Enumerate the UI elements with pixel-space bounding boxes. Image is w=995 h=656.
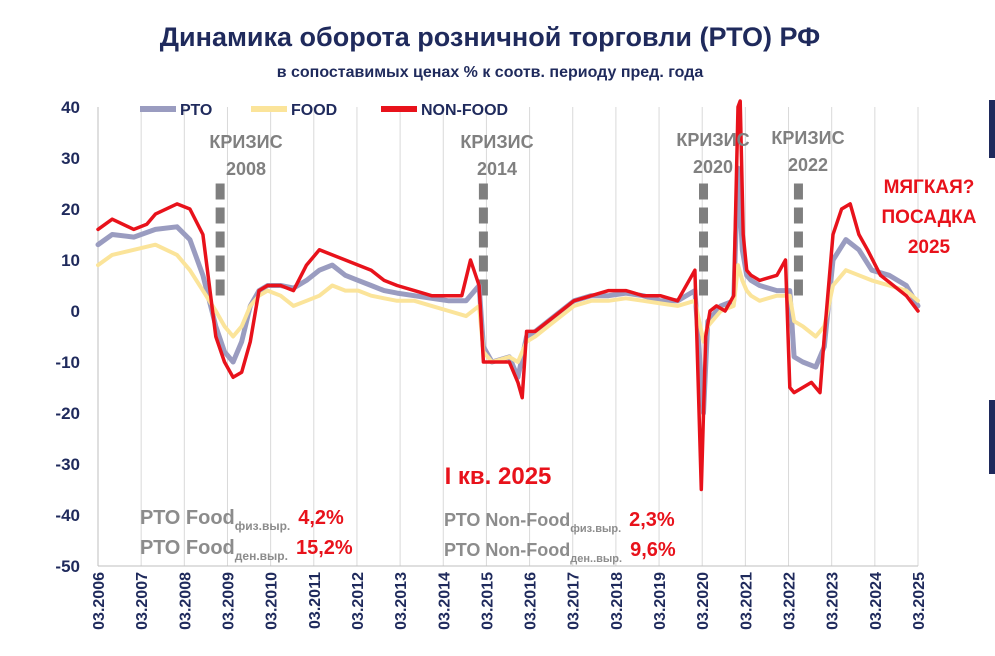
nonfood-money-label: РТО Non-Food: [444, 540, 570, 560]
food-phys-stat: РТО Foodфиз.выр. 4,2%: [140, 507, 344, 533]
crisis-2022-label: КРИЗИС: [771, 128, 844, 148]
crisis-2008-year: 2008: [226, 159, 266, 179]
x-tick-label: 03.2024: [868, 572, 885, 630]
x-tick-label: 03.2014: [436, 572, 453, 630]
nonfood-money-value: 9,6%: [630, 539, 676, 561]
nonfood-phys-value: 2,3%: [629, 509, 675, 531]
food-money-label: РТО Food: [140, 537, 235, 559]
legend-label-food: FOOD: [291, 102, 337, 119]
crisis-2008-label: КРИЗИС: [209, 132, 282, 152]
x-tick-label: 03.2015: [479, 572, 496, 630]
crisis-labels: КРИЗИС 2008 КРИЗИС 2014 КРИЗИС 2020 КРИЗ…: [209, 128, 844, 179]
crisis-2022-year: 2022: [788, 155, 828, 175]
x-tick-label: 03.2018: [609, 572, 626, 630]
y-tick-label: -30: [55, 455, 80, 474]
soft-landing-line3: 2025: [908, 237, 951, 258]
food-money-value: 15,2%: [296, 537, 353, 559]
y-axis-ticks: 40 30 20 10 0 -10 -20 -30 -40 -50: [55, 98, 80, 576]
x-tick-label: 03.2021: [738, 572, 755, 630]
soft-landing-annotation: МЯГКАЯ? ПОСАДКА 2025: [882, 177, 977, 258]
nonfood-phys-label: РТО Non-Food: [444, 510, 570, 530]
x-tick-label: 03.2008: [177, 572, 194, 630]
food-phys-sub: физ.выр.: [235, 519, 290, 533]
y-tick-label: 10: [61, 251, 80, 270]
x-tick-label: 03.2022: [782, 572, 799, 630]
side-decoration-top: [989, 100, 995, 158]
y-tick-label: 0: [71, 302, 80, 321]
food-phys-label: РТО Food: [140, 507, 235, 529]
y-tick-label: 40: [61, 98, 80, 117]
crisis-2014-label: КРИЗИС: [460, 132, 533, 152]
y-tick-label: -40: [55, 506, 80, 525]
x-tick-label: 03.2019: [652, 572, 669, 630]
x-tick-label: 03.2016: [523, 572, 540, 630]
x-axis-ticks: 03.2006 03.2007 03.2008 03.2009 03.2010 03.20…: [91, 572, 928, 630]
crisis-markers: [215, 183, 803, 301]
food-phys-value: 4,2%: [298, 507, 344, 529]
x-tick-label: 03.2020: [695, 572, 712, 630]
x-tick-label: 03.2025: [911, 572, 928, 630]
food-stats: РТО Foodфиз.выр. 4,2% РТО Foodден.выр. 15,…: [140, 507, 353, 563]
side-decoration-bottom: [989, 400, 995, 474]
x-tick-label: 03.2011: [307, 572, 324, 629]
x-tick-label: 03.2007: [134, 572, 151, 630]
x-tick-label: 03.2012: [350, 572, 367, 630]
nonfood-stats: РТО Non-Foodфиз.выр. 2,3% РТО Non-Foodден…: [444, 509, 676, 565]
legend: РТО FOOD NON-FOOD: [140, 102, 508, 119]
series-line-nonfood: [96, 99, 920, 492]
y-tick-label: -10: [55, 353, 80, 372]
y-tick-label: -20: [55, 404, 80, 423]
chart-subtitle: в сопоставимых ценах % к соотв. периоду …: [277, 64, 704, 81]
nonfood-phys-stat: РТО Non-Foodфиз.выр. 2,3%: [444, 509, 675, 535]
food-money-stat: РТО Foodден.выр. 15,2%: [140, 537, 353, 563]
x-tick-label: 03.2010: [264, 572, 281, 630]
series-lines: [95, 99, 921, 492]
crisis-2014-year: 2014: [477, 159, 517, 179]
x-tick-label: 03.2023: [825, 572, 842, 630]
soft-landing-line1: МЯГКАЯ?: [884, 177, 975, 198]
nonfood-phys-sub: физ.выр.: [570, 523, 621, 535]
legend-label-nonfood: NON-FOOD: [421, 102, 508, 119]
x-tick-label: 03.2009: [220, 572, 237, 630]
crisis-2020-label: КРИЗИС: [676, 130, 749, 150]
nonfood-money-sub: ден..выр.: [570, 553, 622, 565]
crisis-2020-year: 2020: [693, 157, 733, 177]
x-tick-label: 03.2017: [566, 572, 583, 630]
y-tick-label: 20: [61, 200, 80, 219]
grid: [97, 107, 919, 567]
quarter-label: I кв. 2025: [445, 463, 552, 490]
chart-title: Динамика оборота розничной торговли (РТО…: [160, 22, 820, 52]
nonfood-money-stat: РТО Non-Foodден..выр. 9,6%: [444, 539, 676, 565]
legend-label-rto: РТО: [180, 102, 212, 119]
x-tick-label: 03.2006: [91, 572, 108, 630]
soft-landing-line2: ПОСАДКА: [882, 207, 977, 228]
food-money-sub: ден.выр.: [235, 549, 288, 563]
y-tick-label: -50: [55, 557, 80, 576]
x-tick-label: 03.2013: [393, 572, 410, 630]
y-tick-label: 30: [61, 149, 80, 168]
